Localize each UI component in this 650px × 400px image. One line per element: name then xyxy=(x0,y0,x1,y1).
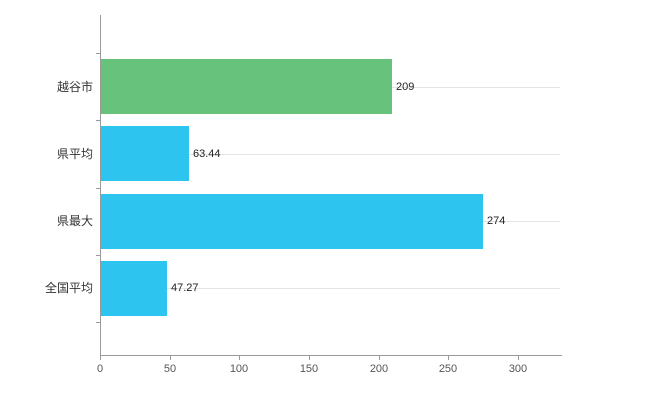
y-axis-tick xyxy=(96,255,100,256)
category-label: 全国平均 xyxy=(44,281,93,295)
x-axis-line xyxy=(100,355,562,356)
y-axis-tick xyxy=(96,120,100,121)
y-axis-tick xyxy=(96,53,100,54)
bar xyxy=(101,126,189,181)
value-label: 209 xyxy=(396,81,415,93)
value-label: 47.27 xyxy=(171,282,199,294)
x-axis-tick xyxy=(518,355,519,360)
x-axis-tick-label: 100 xyxy=(229,363,249,375)
gridline xyxy=(100,154,560,155)
x-axis-tick xyxy=(379,355,380,360)
x-axis-tick xyxy=(448,355,449,360)
y-axis-tick xyxy=(96,188,100,189)
value-label: 63.44 xyxy=(193,148,221,160)
category-label: 越谷市 xyxy=(56,80,93,94)
category-label: 県平均 xyxy=(56,147,93,161)
value-label: 274 xyxy=(487,215,506,227)
gridline xyxy=(100,288,560,289)
x-axis-tick xyxy=(100,355,101,360)
x-axis-tick-label: 250 xyxy=(438,363,458,375)
x-axis-tick-label: 300 xyxy=(508,363,528,375)
x-axis-tick xyxy=(170,355,171,360)
bar xyxy=(101,261,167,316)
x-axis-tick xyxy=(239,355,240,360)
x-axis-tick-label: 150 xyxy=(299,363,319,375)
bar xyxy=(101,59,392,114)
x-axis-tick-label: 200 xyxy=(369,363,389,375)
bar xyxy=(101,194,483,249)
category-label: 県最大 xyxy=(56,214,93,228)
y-axis-tick xyxy=(96,322,100,323)
x-axis-tick-label: 50 xyxy=(163,363,177,375)
y-axis-line xyxy=(100,15,101,355)
x-axis-tick-label: 0 xyxy=(96,363,104,375)
x-axis-tick xyxy=(309,355,310,360)
